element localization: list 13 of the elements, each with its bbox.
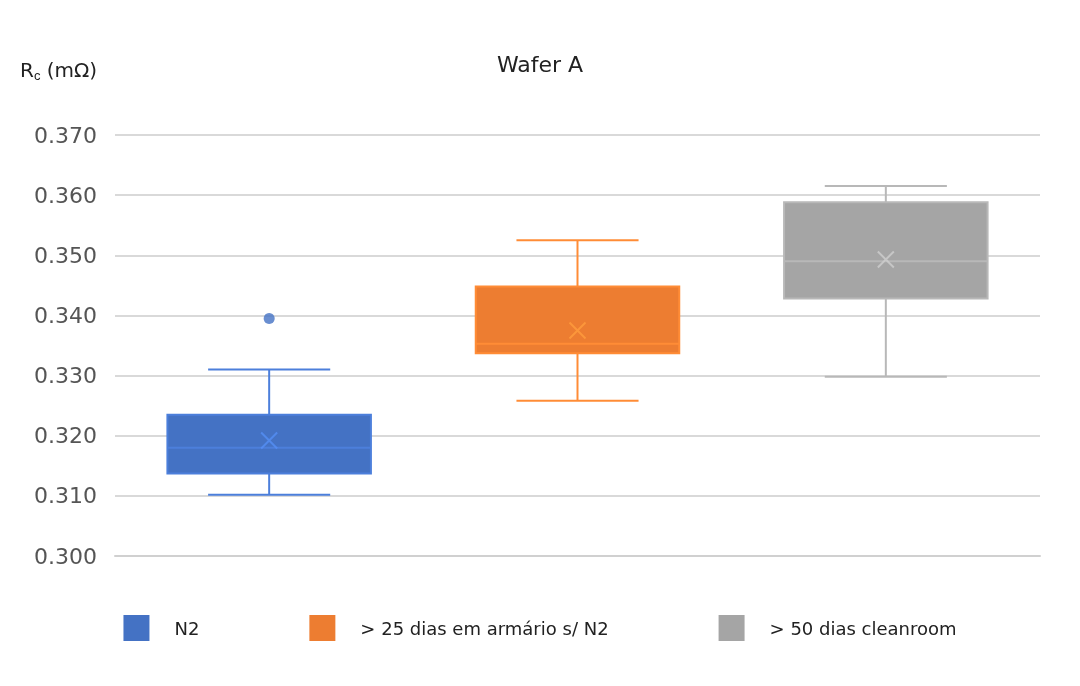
- y-tick-label: 0.330: [34, 363, 97, 389]
- legend-label: > 25 dias em armário s/ N2: [360, 617, 609, 639]
- y-tick-label: 0.350: [34, 242, 97, 268]
- legend-label: > 50 dias cleanroom: [769, 617, 957, 639]
- legend-label: N2: [174, 617, 200, 639]
- y-axis-title: Rc (mΩ): [20, 58, 98, 83]
- y-tick-label: 0.300: [34, 543, 97, 569]
- y-tick-label: 0.370: [34, 122, 97, 148]
- y-tick-label: 0.340: [34, 302, 97, 328]
- y-tick-label: 0.320: [34, 423, 97, 449]
- y-tick-label: 0.310: [34, 483, 97, 509]
- y-tick-label: 0.360: [34, 182, 97, 208]
- chart-title: Wafer A: [496, 51, 584, 77]
